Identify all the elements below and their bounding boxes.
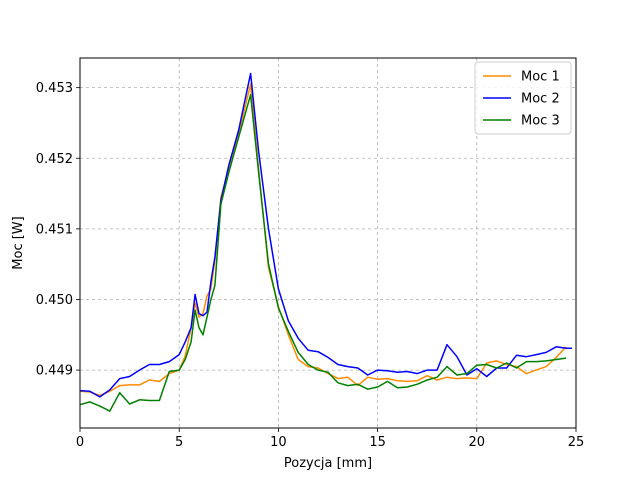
y-tick-label: 0.449	[36, 364, 73, 379]
y-tick-label: 0.453	[36, 81, 73, 96]
legend-label-3: Moc 3	[521, 114, 560, 129]
plot-frame	[79, 57, 577, 429]
y-axis-label: Moc [W]	[11, 216, 26, 269]
legend-label-2: Moc 2	[521, 92, 560, 107]
y-axis: 0.449 0.450 0.451 0.452 0.453	[36, 81, 80, 379]
x-axis: 0 5 10 15 20 25	[76, 428, 584, 450]
y-tick-label: 0.451	[36, 222, 73, 237]
series-line-2	[79, 72, 572, 398]
x-axis-label: Pozycja [mm]	[284, 456, 372, 471]
x-tick-label: 20	[469, 435, 486, 450]
legend-label-1: Moc 1	[521, 70, 560, 85]
x-tick-label: 0	[76, 435, 84, 450]
x-tick-label: 10	[270, 435, 287, 450]
legend: Moc 1 Moc 2 Moc 3	[474, 61, 572, 135]
series-line-3	[79, 93, 567, 412]
y-tick-label: 0.450	[36, 293, 73, 308]
legend-box	[474, 61, 572, 135]
x-tick-label: 5	[175, 435, 183, 450]
x-tick-label: 15	[369, 435, 386, 450]
y-tick-label: 0.452	[36, 152, 73, 167]
x-tick-label: 25	[568, 435, 585, 450]
plot-area	[79, 72, 572, 412]
